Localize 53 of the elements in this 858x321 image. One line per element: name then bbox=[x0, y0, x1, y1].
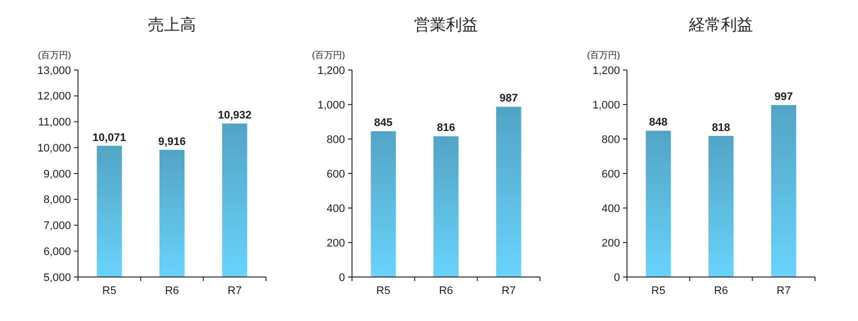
x-tick-label: R6 bbox=[438, 285, 454, 297]
y-tick-label: 800 bbox=[326, 134, 345, 146]
data-label: 848 bbox=[649, 116, 668, 129]
chart-title: 経常利益 bbox=[688, 16, 753, 34]
x-tick-label: R7 bbox=[502, 285, 516, 297]
data-label: 9,916 bbox=[158, 136, 186, 148]
chart-title: 売上高 bbox=[148, 16, 196, 34]
bar bbox=[708, 136, 734, 277]
data-label: 818 bbox=[712, 122, 730, 134]
data-label: 10,932 bbox=[218, 110, 252, 122]
y-tick-label: 0 bbox=[338, 272, 345, 284]
y-tick-label: 400 bbox=[326, 202, 345, 215]
bar bbox=[771, 105, 796, 277]
bar bbox=[496, 106, 522, 277]
y-tick-label: 9,000 bbox=[43, 168, 71, 180]
x-tick-label: R6 bbox=[164, 285, 180, 297]
data-label: 845 bbox=[374, 117, 393, 130]
data-label: 987 bbox=[499, 92, 518, 105]
y-tick-label: 1,200 bbox=[317, 64, 345, 77]
y-tick-label: 600 bbox=[326, 168, 345, 180]
y-axis-title: (百万円) bbox=[312, 50, 345, 60]
x-tick-label: R5 bbox=[102, 285, 116, 297]
y-tick-label: 600 bbox=[602, 168, 620, 180]
chart-title: 営業利益 bbox=[414, 16, 478, 34]
x-tick-label: R5 bbox=[376, 285, 390, 297]
x-tick-label: R7 bbox=[228, 285, 242, 297]
y-tick-label: 6,000 bbox=[43, 246, 71, 258]
y-tick-label: 12,000 bbox=[37, 90, 71, 103]
y-tick-label: 200 bbox=[602, 237, 620, 250]
bar bbox=[433, 136, 459, 277]
bar bbox=[646, 130, 671, 277]
y-tick-label: 800 bbox=[602, 134, 620, 146]
y-tick-label: 1,200 bbox=[592, 64, 620, 77]
y-tick-label: 400 bbox=[602, 202, 620, 215]
data-label: 10,071 bbox=[92, 132, 126, 144]
y-tick-label: 5,000 bbox=[43, 272, 71, 284]
y-tick-label: 1,000 bbox=[592, 99, 620, 112]
x-tick-label: R5 bbox=[651, 285, 666, 297]
data-label: 997 bbox=[774, 91, 793, 104]
y-axis-title: (百万円) bbox=[587, 50, 620, 60]
y-tick-label: 13,000 bbox=[37, 64, 71, 77]
y-tick-label: 200 bbox=[326, 237, 345, 250]
y-tick-label: 7,000 bbox=[43, 220, 71, 232]
y-tick-label: 1,000 bbox=[317, 99, 345, 112]
x-tick-label: R6 bbox=[714, 285, 728, 297]
bar bbox=[370, 131, 396, 277]
y-tick-label: 10,000 bbox=[37, 142, 71, 154]
data-label: 816 bbox=[436, 122, 456, 134]
y-axis-title: (百万円) bbox=[38, 50, 71, 60]
y-tick-label: 8,000 bbox=[43, 194, 71, 206]
y-tick-label: 0 bbox=[614, 272, 620, 284]
y-tick-label: 11,000 bbox=[38, 116, 71, 129]
x-tick-label: R7 bbox=[776, 285, 791, 297]
